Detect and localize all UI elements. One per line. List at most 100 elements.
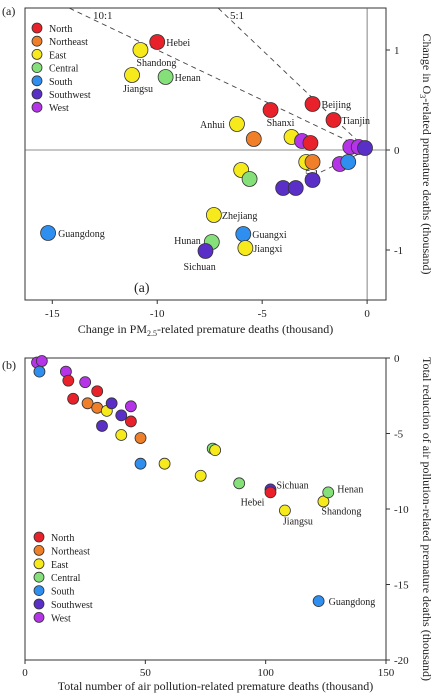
x-axis-title-b: Total number of air pollution-related pr… [58, 679, 373, 693]
point-label-b: Shandong [321, 506, 361, 517]
data-point-b [317, 495, 330, 508]
legend-label-southwest-b: Southwest [51, 600, 93, 611]
data-point-a [304, 154, 321, 170]
data-point-b [35, 355, 48, 367]
legend-label-northeast-a: Northeast [49, 37, 88, 48]
y-axis-title-b: Total reduction of air pollution-related… [420, 357, 434, 681]
legend-marker-west-a [31, 101, 43, 113]
data-point-a [237, 240, 254, 256]
data-point-b [312, 595, 325, 608]
data-point-a [197, 243, 214, 259]
y-tick-label-b: -5 [394, 429, 404, 441]
legend-label-north-b: North [51, 533, 74, 544]
x-tick-label-b: 0 [22, 667, 28, 679]
y-tick-label-a: 1 [394, 45, 400, 57]
x-tick-label-a: -10 [150, 308, 165, 320]
ratio-line-1 [69, 7, 368, 151]
legend-marker-northeast-a [31, 35, 43, 47]
data-point-a [304, 172, 321, 188]
x-axis-title-a: Change in PM2.5-related premature deaths… [78, 322, 334, 338]
plot-frame-a [24, 7, 387, 301]
data-point-b [91, 385, 104, 398]
legend-label-northeast-b: Northeast [51, 546, 90, 557]
y-tick-label-b: -10 [394, 504, 409, 516]
point-label-a: Shanxi [267, 118, 295, 129]
data-point-b [115, 429, 128, 441]
point-label-b: Henan [337, 484, 363, 495]
data-point-b [134, 457, 147, 470]
ratio-label-10-1: 10:1 [93, 10, 113, 22]
point-label-a: Tianjin [342, 116, 371, 127]
data-point-b [194, 469, 207, 482]
x-tick-label-b: 150 [378, 667, 395, 679]
legend-label-south-a: South [49, 77, 72, 88]
data-point-b [264, 486, 277, 499]
x-tick-label-a: -15 [45, 308, 60, 320]
ratio-label-5-1-top: 5:1 [230, 10, 244, 22]
data-point-a [357, 140, 373, 156]
x-tick-label-b: 100 [257, 667, 274, 679]
point-label-b: Hebei [241, 497, 265, 508]
data-point-b [79, 376, 92, 389]
data-point-b [81, 397, 94, 410]
legend-marker-central-a [31, 62, 43, 73]
point-label-b: Sichuan [276, 480, 308, 491]
legend-marker-east-a [31, 49, 43, 60]
panel-a-chart: 10:15:15:1-15-10-50-101(a)(a)Change in P… [2, 4, 434, 338]
y-tick-label-a: 0 [394, 145, 400, 157]
legend-label-west-b: West [51, 613, 71, 624]
data-point-a [235, 226, 252, 242]
legend-label-east-a: East [49, 50, 66, 61]
point-label-a: Henan [175, 73, 201, 84]
x-tick-label-a: 0 [364, 308, 370, 320]
point-label-a: Beijing [322, 100, 351, 111]
y-axis-title-a: Change in O3-related premature deaths (t… [418, 34, 434, 275]
data-point-a [205, 207, 222, 223]
data-point-b [322, 486, 335, 499]
data-point-b [279, 504, 291, 517]
data-point-b [33, 365, 46, 378]
legend-label-central-a: Central [49, 64, 79, 75]
data-point-a [40, 225, 56, 241]
data-point-a [262, 102, 279, 118]
y-tick-label-b: -20 [394, 655, 409, 667]
legend-marker-northeast-b [33, 545, 45, 556]
data-point-a [241, 171, 258, 187]
ratio-line-2 [217, 7, 368, 151]
panel-label-b: (b) [2, 358, 16, 372]
data-point-b [115, 409, 128, 422]
point-label-a: Jiangxi [253, 244, 282, 255]
point-label-a: Guangxi [252, 230, 287, 241]
data-point-a [245, 131, 262, 147]
ratio-line-3 [320, 151, 364, 173]
point-label-a: Hunan [174, 236, 201, 247]
legend-label-north-a: North [49, 24, 72, 35]
point-label-b: Jiangsu [283, 517, 313, 528]
data-point-b [124, 400, 137, 413]
legend-marker-east-b [33, 558, 45, 570]
data-point-a [340, 154, 357, 170]
legend-marker-southwest-a [31, 88, 43, 100]
legend-label-central-b: Central [51, 573, 81, 584]
data-point-b [105, 397, 118, 410]
data-point-a [132, 42, 149, 58]
data-point-a [124, 67, 140, 83]
legend-marker-north-b [33, 531, 45, 543]
data-point-a [302, 135, 319, 151]
y-tick-label-b: 0 [394, 353, 400, 365]
data-point-a [157, 69, 174, 85]
y-tick-label-b: -15 [394, 580, 409, 592]
point-label-b: Guangdong [329, 597, 376, 608]
legend-marker-central-b [33, 571, 45, 583]
legend-label-south-b: South [51, 587, 74, 598]
point-label-a: Hebei [166, 38, 190, 49]
data-point-b [134, 432, 147, 444]
data-point-b [62, 374, 75, 387]
data-point-a [287, 180, 304, 196]
legend-marker-south-b [33, 585, 45, 596]
data-point-b [124, 415, 137, 428]
point-label-a: Zhejiang [222, 211, 258, 222]
point-label-a: Guangdong [58, 229, 105, 240]
inner-panel-label-a: (a) [134, 281, 150, 296]
